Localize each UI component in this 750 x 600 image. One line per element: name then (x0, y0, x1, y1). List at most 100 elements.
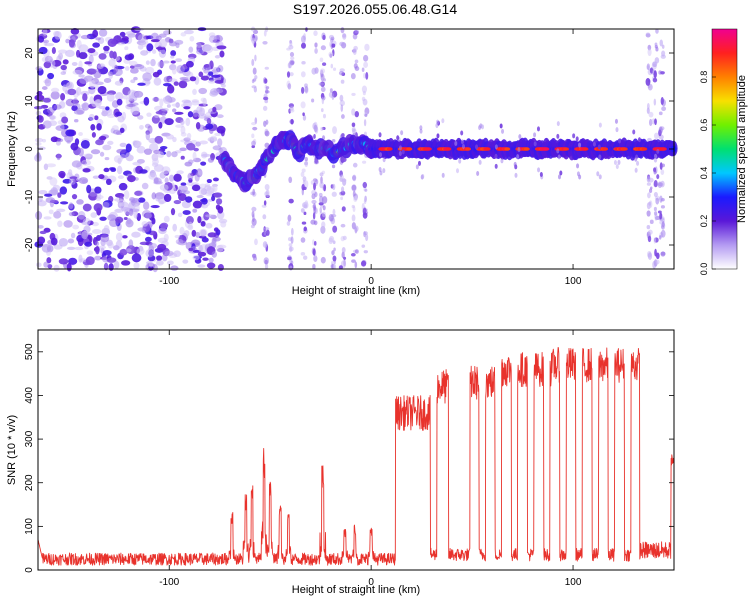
spectrogram-cell (354, 30, 360, 34)
spectrogram-cell (181, 99, 192, 104)
spectrogram-cell (319, 207, 323, 213)
spectrogram-cell (215, 204, 221, 210)
spectrogram-cell (200, 97, 206, 103)
spectrogram-cell (252, 78, 257, 82)
spectrogram-y-tick-label: 20 (24, 47, 35, 59)
spectrogram-cell (660, 71, 665, 75)
spectrogram-cell (37, 115, 44, 123)
spectrogram-cell (63, 220, 73, 228)
spectrogram-cell (136, 145, 146, 154)
spectrogram-cell (398, 145, 402, 151)
spectrogram-cell (289, 265, 293, 271)
spectrogram-cell (90, 212, 98, 218)
spectrogram-cell (321, 211, 326, 218)
spectrogram-cell (109, 50, 114, 59)
spectrogram-cell (65, 98, 76, 107)
spectrogram-cell (216, 45, 227, 50)
spectrogram-cell (312, 239, 315, 246)
spectrogram-cell (106, 113, 116, 118)
spectrogram-cell (124, 54, 133, 61)
spectrogram-cell (112, 129, 121, 135)
spectrogram-cell (144, 236, 152, 242)
spectrogram-cell (263, 96, 269, 101)
spectrogram-cell (199, 140, 209, 145)
spectrogram-cell (66, 246, 76, 251)
spectrogram-cell (417, 160, 421, 166)
spectrogram-cell (312, 193, 315, 199)
spectrogram-cell (445, 147, 452, 151)
spectrogram-cell (318, 192, 323, 198)
spectrogram-cell (303, 204, 308, 209)
spectrogram-cell (313, 202, 316, 211)
spectrogram-cell (363, 119, 367, 127)
spectrogram-cell (129, 197, 136, 203)
spectrogram-cell (121, 36, 129, 41)
spectrogram-cell (95, 245, 100, 255)
spectrogram-cell (172, 136, 177, 143)
spectrogram-cell (106, 257, 117, 263)
spectrogram-cell (578, 142, 582, 148)
spectrogram-cell (539, 171, 543, 177)
spectrogram-cell (115, 232, 123, 242)
spectrogram-cell (572, 133, 576, 139)
colorbar-label: Normalized spectral amplitude (736, 75, 748, 223)
spectrogram-cell (70, 142, 79, 151)
spectrogram-cell (99, 135, 107, 141)
spectrogram-cell (656, 174, 660, 180)
spectrogram-cell (340, 27, 345, 34)
spectrogram-cell (331, 92, 335, 101)
snr-y-tick-label: 400 (24, 387, 35, 404)
spectrogram-cell (129, 65, 135, 69)
spectrogram-cell (60, 201, 69, 205)
spectrogram-cell (251, 58, 255, 66)
spectrogram-cell (115, 240, 123, 249)
spectrogram-cell (140, 50, 149, 56)
spectrogram-cell (125, 97, 131, 105)
spectrogram-cell (118, 202, 126, 207)
spectrogram-cell (92, 175, 100, 179)
spectrogram-cell (500, 158, 504, 164)
spectrogram-cell (50, 91, 60, 100)
spectrogram-cell (176, 64, 185, 74)
spectrogram-cell (219, 50, 225, 58)
spectrogram-cell (98, 53, 107, 60)
spectrogram-cell (205, 123, 214, 130)
spectrogram-cell (41, 86, 48, 90)
spectrogram-cell (179, 147, 187, 152)
spectrogram-cell (68, 202, 74, 210)
spectrogram-cell (441, 172, 445, 178)
spectrogram-cell (205, 214, 214, 218)
spectrogram-cell (286, 221, 291, 226)
spectrogram-cell (188, 221, 193, 229)
spectrogram-cell (81, 103, 87, 109)
spectrogram-cell (116, 148, 126, 154)
spectrogram-cell (252, 126, 258, 131)
spectrogram-cell (65, 129, 75, 137)
spectrogram-cell (289, 72, 294, 77)
spectrogram-cell (660, 180, 665, 188)
spectrogram-cell (130, 79, 136, 84)
spectrogram-cell (478, 125, 482, 131)
spectrogram-cell (180, 132, 187, 137)
snr-y-tick-label: 500 (24, 343, 35, 360)
spectrogram-cell (251, 140, 256, 147)
spectrogram-cell (115, 92, 124, 101)
spectrogram-cell (341, 114, 345, 119)
spectrogram-cell (100, 239, 106, 247)
spectrogram-cell (660, 205, 665, 209)
spectrogram-cell (171, 103, 181, 107)
spectrogram-cell (365, 72, 369, 80)
spectrogram-cell (173, 81, 179, 86)
spectrogram-cell (106, 93, 115, 102)
spectrogram-cell (329, 88, 333, 93)
spectrogram-cell (131, 253, 142, 263)
spectrogram-cell (576, 163, 580, 169)
spectrogram-cell (182, 259, 189, 264)
spectrogram-cell (654, 153, 658, 159)
spectrogram-y-tick-label: 0 (24, 146, 35, 152)
spectrogram-cell (615, 164, 619, 170)
spectrogram-cell (661, 220, 665, 228)
spectrogram-cell (183, 29, 194, 35)
spectrogram-cell (71, 61, 78, 66)
spectrogram-cell (134, 91, 142, 98)
